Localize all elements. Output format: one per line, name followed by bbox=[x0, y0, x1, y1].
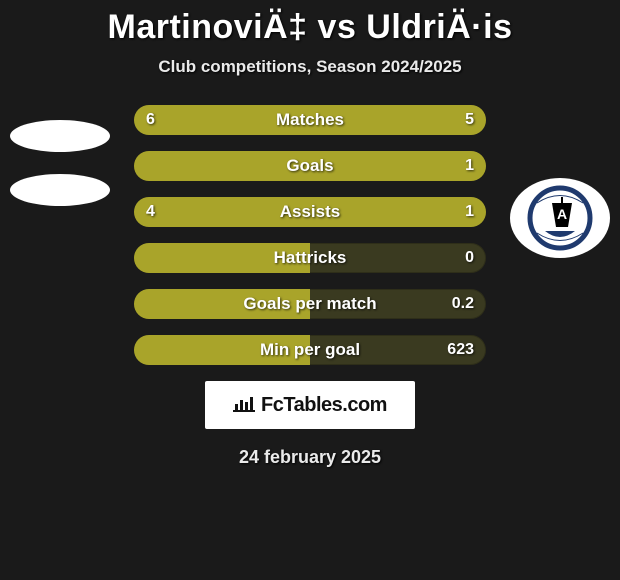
chart-icon bbox=[233, 394, 255, 417]
subtitle: Club competitions, Season 2024/2025 bbox=[0, 57, 620, 77]
stat-label: Goals bbox=[134, 151, 486, 181]
stat-label: Goals per match bbox=[134, 289, 486, 319]
stat-row: Goals per match0.2 bbox=[134, 289, 486, 319]
stat-label: Hattricks bbox=[134, 243, 486, 273]
svg-text:A: A bbox=[557, 206, 567, 222]
brand-text: FcTables.com bbox=[261, 394, 387, 417]
stat-value-right: 0.2 bbox=[452, 289, 474, 319]
stat-label: Min per goal bbox=[134, 335, 486, 365]
club-right-logo: A bbox=[510, 178, 610, 258]
stat-label: Matches bbox=[134, 105, 486, 135]
stat-value-right: 5 bbox=[465, 105, 474, 135]
stat-row: 4Assists1 bbox=[134, 197, 486, 227]
stat-value-right: 1 bbox=[465, 151, 474, 181]
page-title: MartinoviÄ‡ vs UldriÄ·is bbox=[0, 8, 620, 47]
stat-row: Goals1 bbox=[134, 151, 486, 181]
club-crest-icon: A bbox=[525, 183, 595, 253]
stat-value-right: 0 bbox=[465, 243, 474, 273]
stat-value-right: 1 bbox=[465, 197, 474, 227]
club-left-logo-2 bbox=[10, 174, 110, 206]
date-line: 24 february 2025 bbox=[0, 447, 620, 468]
stat-label: Assists bbox=[134, 197, 486, 227]
stat-row: Hattricks0 bbox=[134, 243, 486, 273]
club-left-logo-1 bbox=[10, 120, 110, 152]
stat-row: Min per goal623 bbox=[134, 335, 486, 365]
brand-badge[interactable]: FcTables.com bbox=[205, 381, 415, 429]
stat-value-right: 623 bbox=[447, 335, 474, 365]
stat-rows: 6Matches5Goals14Assists1Hattricks0Goals … bbox=[134, 105, 486, 365]
stat-row: 6Matches5 bbox=[134, 105, 486, 135]
